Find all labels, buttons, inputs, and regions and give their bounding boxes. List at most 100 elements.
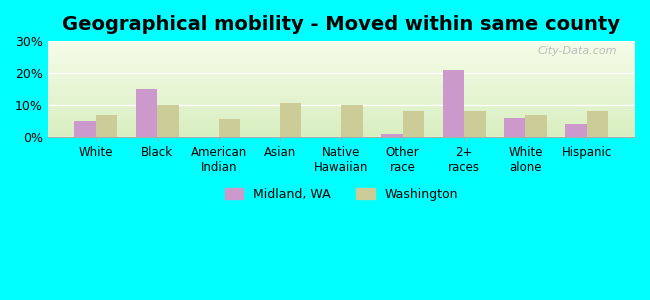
Bar	[47, 61, 635, 62]
Text: City-Data.com: City-Data.com	[538, 46, 617, 56]
Bar	[47, 76, 635, 77]
Bar	[47, 91, 635, 92]
Bar	[75, 121, 96, 137]
Bar	[47, 109, 635, 110]
Bar	[47, 136, 635, 137]
Bar	[47, 67, 635, 68]
Bar	[47, 88, 635, 89]
Bar	[47, 89, 635, 90]
Bar	[47, 82, 635, 83]
Bar	[47, 73, 635, 74]
Bar	[47, 103, 635, 104]
Bar	[47, 52, 635, 54]
Bar	[47, 72, 635, 73]
Bar	[47, 68, 635, 69]
Bar	[47, 93, 635, 94]
Bar	[47, 119, 635, 120]
Bar	[47, 85, 635, 86]
Bar	[47, 112, 635, 113]
Bar	[47, 123, 635, 124]
Bar	[47, 92, 635, 93]
Bar	[47, 84, 635, 85]
Bar	[47, 128, 635, 129]
Bar	[403, 111, 424, 137]
Bar	[280, 103, 302, 137]
Bar	[47, 108, 635, 109]
Bar	[47, 134, 635, 135]
Bar	[47, 96, 635, 97]
Bar	[47, 114, 635, 115]
Bar	[157, 105, 179, 137]
Bar	[47, 95, 635, 96]
Bar	[47, 44, 635, 45]
Bar	[47, 54, 635, 55]
Bar	[47, 66, 635, 67]
Bar	[47, 106, 635, 107]
Bar	[47, 94, 635, 95]
Bar	[47, 41, 635, 42]
Bar	[47, 126, 635, 127]
Bar	[47, 127, 635, 128]
Bar	[443, 70, 464, 137]
Bar	[47, 86, 635, 87]
Bar	[47, 100, 635, 101]
Bar	[341, 105, 363, 137]
Bar	[47, 97, 635, 98]
Bar	[566, 124, 587, 137]
Bar	[47, 100, 635, 101]
Bar	[504, 118, 525, 137]
Bar	[47, 131, 635, 132]
Bar	[47, 43, 635, 44]
Bar	[47, 81, 635, 82]
Bar	[47, 57, 635, 58]
Bar	[218, 119, 240, 137]
Bar	[47, 105, 635, 106]
Bar	[47, 58, 635, 59]
Bar	[47, 62, 635, 63]
Bar	[47, 111, 635, 112]
Bar	[96, 115, 118, 137]
Bar	[47, 65, 635, 66]
Bar	[47, 129, 635, 130]
Bar	[47, 132, 635, 133]
Bar	[47, 87, 635, 88]
Bar	[47, 59, 635, 60]
Bar	[47, 133, 635, 134]
Bar	[47, 107, 635, 108]
Bar	[47, 130, 635, 131]
Bar	[47, 115, 635, 116]
Bar	[464, 111, 486, 137]
Bar	[47, 104, 635, 105]
Legend: Midland, WA, Washington: Midland, WA, Washington	[218, 182, 465, 207]
Bar	[47, 69, 635, 70]
Bar	[47, 113, 635, 114]
Bar	[47, 116, 635, 117]
Bar	[136, 89, 157, 137]
Bar	[47, 55, 635, 56]
Bar	[47, 51, 635, 52]
Bar	[587, 111, 608, 137]
Bar	[382, 134, 403, 137]
Bar	[525, 115, 547, 137]
Bar	[47, 47, 635, 48]
Bar	[47, 56, 635, 57]
Bar	[47, 102, 635, 103]
Bar	[47, 77, 635, 78]
Bar	[47, 45, 635, 46]
Title: Geographical mobility - Moved within same county: Geographical mobility - Moved within sam…	[62, 15, 620, 34]
Bar	[47, 64, 635, 65]
Bar	[47, 49, 635, 50]
Bar	[47, 74, 635, 75]
Bar	[47, 80, 635, 81]
Bar	[47, 124, 635, 125]
Bar	[47, 63, 635, 64]
Bar	[47, 125, 635, 126]
Bar	[47, 70, 635, 71]
Bar	[47, 42, 635, 43]
Bar	[47, 135, 635, 136]
Bar	[47, 118, 635, 119]
Bar	[47, 75, 635, 76]
Bar	[47, 50, 635, 51]
Bar	[47, 83, 635, 84]
Bar	[47, 101, 635, 102]
